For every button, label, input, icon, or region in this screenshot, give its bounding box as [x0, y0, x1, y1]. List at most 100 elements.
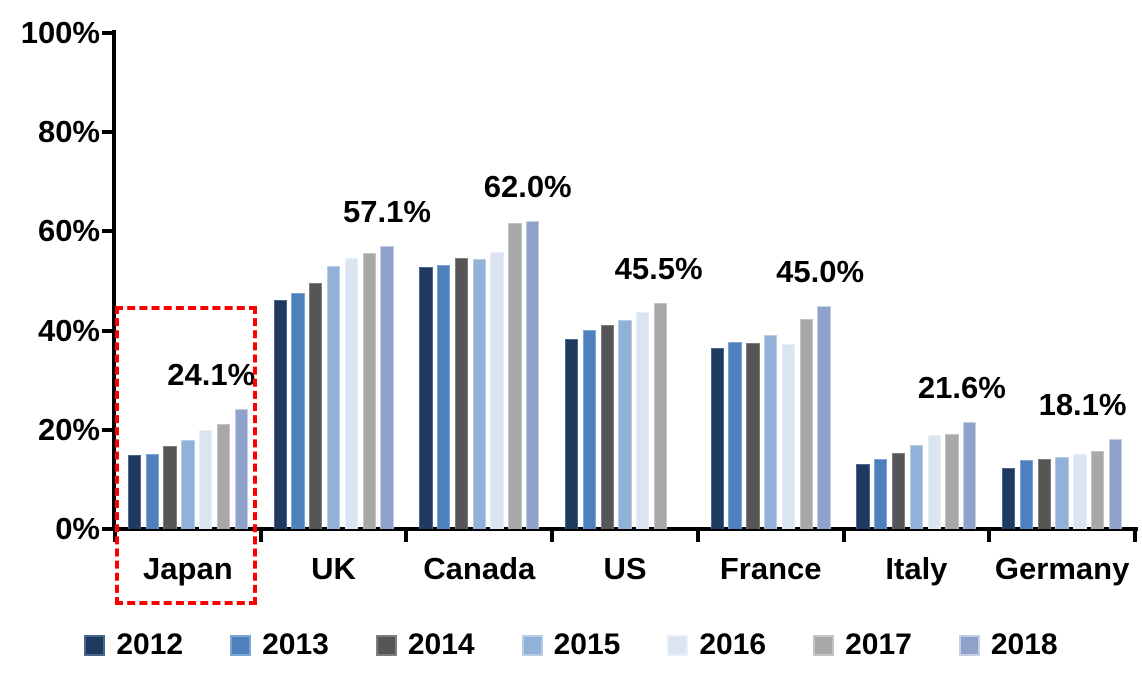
legend-item-2018: 2018 — [958, 628, 1058, 661]
bar-2017-japan — [216, 423, 231, 529]
bar-2018-uk — [380, 245, 394, 529]
legend-item-2015: 2015 — [521, 628, 621, 661]
legend-swatch-2014 — [375, 634, 397, 656]
x-tick-mark — [695, 529, 700, 542]
bar-group-germany — [989, 29, 1135, 529]
x-axis-line — [112, 527, 1138, 531]
bar-2017-italy — [945, 434, 959, 529]
bar-2014-italy — [891, 453, 906, 529]
data-label-us: 45.5% — [614, 251, 703, 287]
legend: 2012 2013 2014 2015 2016 2017 2018 — [0, 629, 1142, 661]
category-label-france: France — [719, 551, 822, 586]
bar-2014-germany — [1037, 459, 1051, 529]
bar-group-japan — [115, 29, 261, 529]
bar-2018-italy — [963, 421, 977, 529]
category-label-germany: Germany — [994, 551, 1130, 586]
bar-2017-germany — [1091, 451, 1105, 529]
legend-swatch-2017 — [813, 634, 835, 656]
bar-2014-us — [600, 325, 614, 529]
data-label-canada: 62.0% — [483, 169, 572, 205]
bar-2017-canada — [508, 223, 522, 529]
bar-2012-france — [710, 348, 724, 529]
bar-2015-japan — [181, 439, 195, 529]
bar-2012-italy — [856, 464, 870, 529]
x-tick-mark — [550, 529, 555, 542]
bar-2012-uk — [273, 299, 287, 529]
bar-2013-italy — [874, 459, 888, 529]
legend-label-2017: 2017 — [845, 628, 912, 661]
x-tick-mark — [1132, 529, 1137, 542]
legend-swatch-2016 — [667, 634, 689, 656]
category-label-us: US — [603, 551, 647, 586]
y-tick-label: 80% — [37, 114, 100, 150]
data-label-germany: 18.1% — [1038, 387, 1127, 423]
y-tick-mark — [102, 130, 115, 135]
bar-2016-uk — [344, 257, 358, 529]
legend-item-2013: 2013 — [230, 629, 329, 661]
y-axis-line — [112, 30, 116, 529]
bar-2013-france — [728, 342, 742, 529]
x-tick-mark — [841, 529, 846, 542]
y-tick-label: 100% — [20, 15, 100, 50]
bar-2012-germany — [1002, 468, 1016, 529]
data-label-italy: 21.6% — [917, 369, 1006, 405]
bar-2018-germany — [1108, 439, 1123, 529]
y-tick-mark — [102, 328, 115, 333]
bar-2015-us — [618, 319, 632, 529]
y-tick-mark — [102, 229, 115, 234]
bar-2016-canada — [490, 251, 504, 529]
legend-label-2018: 2018 — [990, 628, 1058, 661]
bar-2015-germany — [1055, 457, 1069, 529]
bar-2016-france — [781, 344, 796, 529]
y-tick-mark — [102, 31, 115, 35]
y-tick-mark — [102, 427, 115, 432]
legend-label-2013: 2013 — [262, 628, 329, 661]
bar-2013-japan — [145, 454, 159, 529]
category-label-canada: Canada — [423, 551, 536, 586]
legend-label-2016: 2016 — [699, 628, 767, 661]
bar-2014-canada — [454, 257, 469, 529]
bar-group-france — [698, 29, 844, 529]
bar-group-italy — [844, 29, 990, 529]
legend-item-2014: 2014 — [375, 628, 475, 661]
bar-group-canada — [406, 29, 552, 529]
bar-2017-uk — [362, 252, 376, 529]
bar-2015-italy — [909, 445, 924, 529]
legend-label-2014: 2014 — [407, 628, 475, 661]
legend-swatch-2015 — [521, 634, 543, 656]
bar-2014-france — [746, 342, 760, 529]
legend-label-2015: 2015 — [553, 628, 621, 661]
y-tick-label: 60% — [37, 213, 100, 249]
bar-2013-germany — [1019, 460, 1034, 529]
y-tick-label: 40% — [37, 312, 100, 348]
category-label-uk: UK — [311, 551, 356, 586]
legend-item-2012: 2012 — [84, 629, 183, 661]
bar-2015-france — [764, 334, 778, 529]
bar-2013-us — [582, 329, 597, 529]
bar-2016-italy — [927, 435, 941, 529]
data-label-uk: 57.1% — [343, 193, 431, 229]
data-label-france: 45.0% — [776, 253, 865, 289]
y-tick-mark — [102, 527, 115, 531]
bar-2018-canada — [526, 221, 540, 529]
x-tick-mark — [258, 529, 263, 542]
category-label-italy: Italy — [885, 551, 948, 586]
bar-2014-uk — [309, 282, 323, 529]
bar-2016-us — [636, 312, 650, 529]
legend-item-2016: 2016 — [667, 629, 766, 661]
legend-label-2012: 2012 — [116, 628, 184, 661]
bar-2012-canada — [419, 266, 433, 529]
x-tick-mark — [987, 529, 992, 542]
bar-group-uk — [261, 29, 407, 529]
legend-item-2017: 2017 — [813, 629, 912, 661]
data-label-japan: 24.1% — [167, 357, 256, 393]
x-tick-mark — [404, 529, 409, 542]
category-label-japan: Japan — [143, 551, 233, 586]
japan-highlight-box — [115, 306, 257, 605]
bar-2018-japan — [234, 409, 248, 529]
bar-2016-germany — [1073, 454, 1087, 529]
bar-2015-canada — [472, 258, 486, 529]
legend-swatch-2013 — [230, 634, 252, 656]
bar-2013-uk — [291, 292, 305, 529]
